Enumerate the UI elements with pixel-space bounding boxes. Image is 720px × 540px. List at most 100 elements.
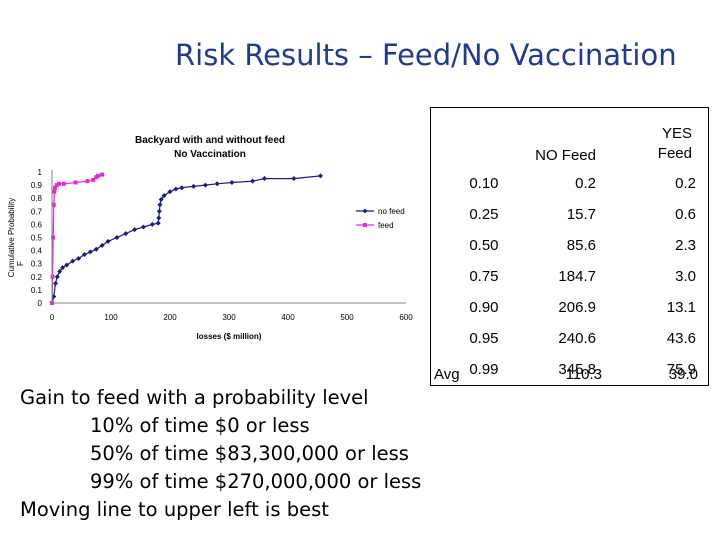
data-point	[60, 265, 66, 271]
y-tick-label: 0.1	[31, 286, 43, 295]
data-point	[291, 176, 297, 182]
data-point	[173, 186, 179, 192]
table-cell-no: 0.2	[575, 175, 596, 192]
table-cell-p: 0.95	[429, 323, 511, 354]
table-row: 0.99 345.8 75.9	[429, 354, 709, 386]
x-tick-label: 100	[104, 313, 118, 322]
data-point	[57, 181, 62, 186]
x-axis-label: losses ($ million)	[197, 332, 262, 341]
table-cell-yes: 43.6	[607, 323, 709, 354]
table-row: 0.10 0.2 0.2	[429, 168, 709, 199]
chart-title-line: No Vaccination	[174, 149, 246, 160]
data-point	[157, 202, 163, 208]
notes-text: Gain to feed with a probability level 10…	[20, 384, 421, 524]
chart-legend: no feed feed	[356, 207, 405, 230]
avg-no-feed-value: 110.3	[565, 366, 602, 383]
data-point	[96, 173, 101, 178]
y-tick-label: 0.4	[31, 247, 43, 256]
table-cell-p: 0.90	[429, 292, 511, 323]
data-point	[261, 176, 267, 182]
axes: 0 100 200 300 400 500 600 0 0.1 0.2 0.3 0.4 0.5 0.6 0.…	[7, 168, 413, 341]
notes-line: 99% of time $270,000,000 or less	[90, 470, 422, 493]
data-point	[155, 220, 161, 226]
y-tick-label: 0.3	[31, 260, 43, 269]
y-tick-label: 0.8	[31, 194, 43, 203]
legend-marker	[363, 223, 367, 227]
x-tick-label: 200	[163, 313, 177, 322]
table-cell-p: 0.75	[429, 261, 511, 292]
y-tick-label: 0.2	[31, 273, 43, 282]
quantile-table: NO Feed YES Feed 0.10 0.2 0.2 0.25 15.7 0.6 0.5…	[429, 107, 709, 386]
data-point	[52, 185, 57, 190]
data-point	[140, 224, 146, 230]
plot-area	[49, 172, 323, 306]
table-row: 0.95 240.6 43.6	[429, 323, 709, 354]
y-axis-label-extra: F	[16, 261, 25, 266]
data-point	[161, 193, 167, 199]
table-cell-yes: 2.3	[607, 230, 709, 261]
table-header-no-feed: NO Feed	[510, 107, 608, 168]
data-point	[114, 235, 120, 240]
legend-label: feed	[378, 221, 394, 230]
table-header-yes-feed: YES Feed	[607, 107, 709, 168]
data-point	[167, 189, 173, 195]
table-cell-no: 345.8	[510, 354, 608, 386]
avg-label: Avg	[434, 366, 460, 383]
data-point	[53, 280, 59, 286]
notes-line: 50% of time $83,300,000 or less	[90, 442, 409, 465]
notes-line: 10% of time $0 or less	[90, 414, 310, 437]
x-tick-label: 0	[50, 313, 55, 322]
data-point	[61, 181, 66, 186]
data-point	[93, 246, 99, 252]
table-cell-no: 184.7	[558, 268, 596, 285]
data-point	[85, 179, 90, 184]
data-point	[250, 178, 256, 184]
table-header-blank	[429, 107, 511, 168]
y-tick-label: 0	[38, 299, 43, 308]
series-line-no-feed	[51, 175, 321, 304]
data-point	[51, 202, 56, 207]
legend-label: no feed	[378, 207, 405, 216]
data-point	[51, 235, 56, 240]
table-cell-p: 0.50	[429, 230, 511, 261]
x-tick-label: 500	[340, 313, 354, 322]
table-header-row: NO Feed YES Feed	[429, 107, 709, 168]
notes-line: Gain to feed with a probability level	[20, 386, 369, 409]
data-point	[91, 177, 96, 182]
data-point	[50, 274, 55, 279]
data-point	[76, 255, 82, 261]
table-cell-no: 240.6	[558, 330, 596, 347]
table-cell-yes: 13.1	[607, 292, 709, 323]
y-axis-label: Cumulative Probability	[7, 198, 16, 278]
x-tick-label: 300	[222, 313, 236, 322]
data-point	[156, 215, 162, 221]
y-tick-label: 0.6	[31, 220, 43, 229]
data-point	[100, 172, 105, 177]
cumulative-probability-chart: Backyard with and without feed No Vaccina…	[7, 135, 413, 341]
y-tick-label: 0.7	[31, 207, 43, 216]
y-tick-label: 1	[38, 168, 43, 177]
table-row: 0.75 184.7 3.0	[429, 261, 709, 292]
table-cell-yes: 0.2	[607, 168, 709, 199]
data-point	[54, 274, 60, 280]
x-tick-label: 400	[281, 313, 295, 322]
data-point	[179, 185, 185, 191]
notes-line: Moving line to upper left is best	[20, 498, 329, 521]
data-point	[156, 208, 162, 214]
table-cell-p: 0.10	[429, 168, 511, 199]
chart-title-line: Backyard with and without feed	[135, 135, 285, 146]
data-point	[64, 262, 70, 268]
table-cell-yes: 75.9	[607, 354, 709, 386]
data-point	[123, 231, 129, 237]
data-point	[132, 227, 138, 233]
data-point	[317, 173, 323, 179]
table-cell-p: 0.99	[429, 354, 511, 386]
table-cell-no: 206.9	[558, 299, 596, 316]
data-point	[57, 269, 63, 275]
data-point	[52, 189, 57, 194]
table-row: 0.25 15.7 0.6	[429, 199, 709, 230]
data-point	[202, 182, 208, 188]
table-cell-yes: 3.0	[607, 261, 709, 292]
data-point	[81, 252, 87, 258]
data-point	[70, 258, 76, 264]
